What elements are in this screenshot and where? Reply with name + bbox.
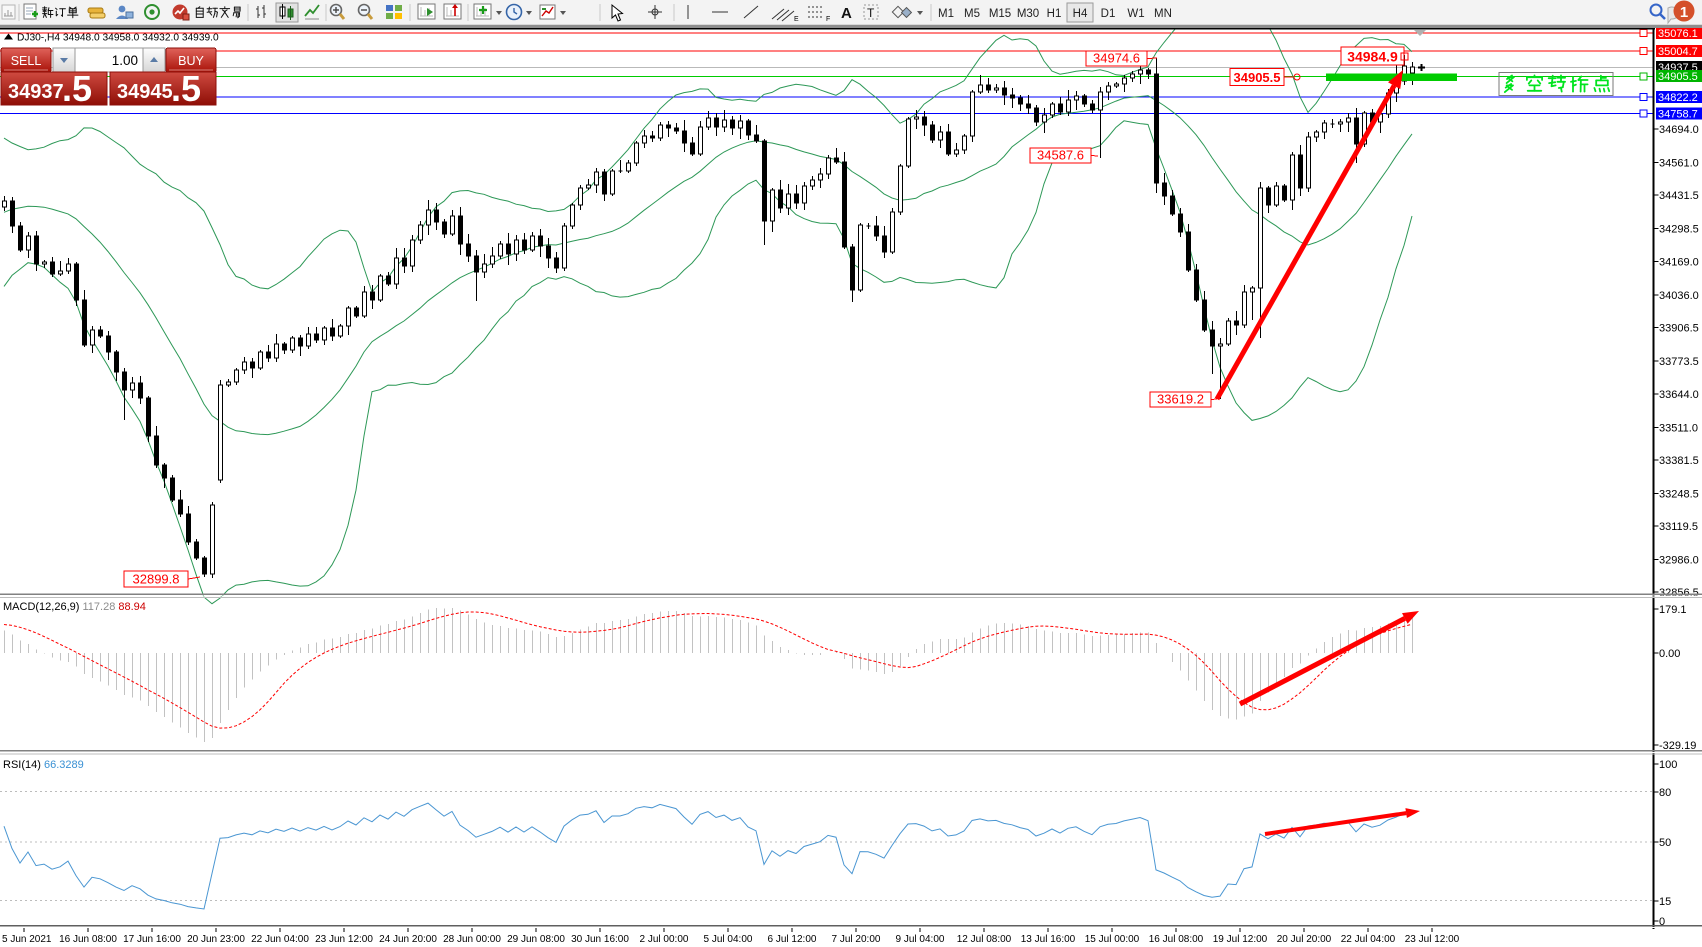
svg-text:17 Jun 16:00: 17 Jun 16:00 bbox=[123, 934, 181, 945]
svg-text:H4: H4 bbox=[1073, 8, 1088, 20]
svg-text:22 Jun 04:00: 22 Jun 04:00 bbox=[251, 934, 309, 945]
svg-text:23 Jun 12:00: 23 Jun 12:00 bbox=[315, 934, 373, 945]
svg-text:34036.0: 34036.0 bbox=[1659, 290, 1699, 302]
svg-text:.5: .5 bbox=[62, 68, 92, 109]
svg-text:15: 15 bbox=[1659, 896, 1671, 908]
svg-text:M30: M30 bbox=[1017, 8, 1039, 20]
svg-text:13 Jul 16:00: 13 Jul 16:00 bbox=[1021, 934, 1076, 945]
svg-text:19 Jul 12:00: 19 Jul 12:00 bbox=[1213, 934, 1268, 945]
svg-text:22 Jul 04:00: 22 Jul 04:00 bbox=[1341, 934, 1396, 945]
svg-text:80: 80 bbox=[1659, 787, 1671, 799]
svg-text:34984.9: 34984.9 bbox=[1347, 49, 1398, 65]
svg-text:33248.5: 33248.5 bbox=[1659, 488, 1699, 500]
svg-text:2 Jul 00:00: 2 Jul 00:00 bbox=[640, 934, 689, 945]
svg-text:23 Jul 12:00: 23 Jul 12:00 bbox=[1405, 934, 1460, 945]
svg-text:34694.0: 34694.0 bbox=[1659, 124, 1699, 136]
svg-text:D1: D1 bbox=[1101, 8, 1116, 20]
svg-text:M15: M15 bbox=[989, 8, 1011, 20]
svg-text:5 Jun 2021: 5 Jun 2021 bbox=[2, 934, 52, 945]
svg-text:-329.19: -329.19 bbox=[1659, 740, 1696, 752]
svg-text:RSI(14) 66.3289: RSI(14) 66.3289 bbox=[3, 759, 84, 771]
svg-text:34561.0: 34561.0 bbox=[1659, 158, 1699, 170]
svg-text:34169.0: 34169.0 bbox=[1659, 256, 1699, 268]
svg-text:35004.7: 35004.7 bbox=[1658, 46, 1698, 58]
svg-text:28 Jun 00:00: 28 Jun 00:00 bbox=[443, 934, 501, 945]
svg-text:1.00: 1.00 bbox=[112, 53, 138, 68]
svg-text:DJ30-,H4 34948.0 34958.0 3493: DJ30-,H4 34948.0 34958.0 34932.0 34939.0 bbox=[17, 33, 219, 44]
svg-text:H1: H1 bbox=[1047, 8, 1062, 20]
svg-text:9 Jul 04:00: 9 Jul 04:00 bbox=[896, 934, 945, 945]
svg-text:32899.8: 32899.8 bbox=[133, 572, 180, 587]
svg-text:7 Jul 20:00: 7 Jul 20:00 bbox=[832, 934, 881, 945]
svg-text:.5: .5 bbox=[171, 68, 201, 109]
svg-text:SELL: SELL bbox=[11, 54, 42, 68]
svg-text:32986.0: 32986.0 bbox=[1659, 555, 1699, 567]
svg-text:34905.5: 34905.5 bbox=[1234, 70, 1281, 85]
svg-text:20 Jun 23:00: 20 Jun 23:00 bbox=[187, 934, 245, 945]
svg-text:33381.5: 33381.5 bbox=[1659, 455, 1699, 467]
svg-text:16 Jun 08:00: 16 Jun 08:00 bbox=[59, 934, 117, 945]
svg-text:W1: W1 bbox=[1127, 8, 1144, 20]
svg-text:33119.5: 33119.5 bbox=[1659, 521, 1698, 533]
svg-text:33773.5: 33773.5 bbox=[1659, 356, 1699, 368]
svg-text:179.1: 179.1 bbox=[1659, 604, 1687, 616]
svg-text:A: A bbox=[841, 5, 852, 22]
svg-text:24 Jun 20:00: 24 Jun 20:00 bbox=[379, 934, 437, 945]
svg-text:15 Jul 00:00: 15 Jul 00:00 bbox=[1085, 934, 1140, 945]
svg-text:6 Jul 12:00: 6 Jul 12:00 bbox=[768, 934, 817, 945]
svg-text:16 Jul 08:00: 16 Jul 08:00 bbox=[1149, 934, 1204, 945]
svg-text:34945: 34945 bbox=[117, 81, 173, 103]
svg-text:34974.6: 34974.6 bbox=[1093, 51, 1140, 66]
svg-text:MACD(12,26,9) 117.28 88.94: MACD(12,26,9) 117.28 88.94 bbox=[3, 601, 146, 613]
svg-text:33511.0: 33511.0 bbox=[1659, 422, 1698, 434]
svg-text:MN: MN bbox=[1154, 8, 1172, 20]
svg-text:34758.7: 34758.7 bbox=[1658, 109, 1698, 121]
svg-text:33619.2: 33619.2 bbox=[1157, 392, 1204, 407]
svg-text:34822.2: 34822.2 bbox=[1658, 92, 1698, 104]
svg-text:20 Jul 20:00: 20 Jul 20:00 bbox=[1277, 934, 1332, 945]
svg-text:0: 0 bbox=[1659, 916, 1665, 928]
svg-text:12 Jul 08:00: 12 Jul 08:00 bbox=[957, 934, 1012, 945]
svg-text:M5: M5 bbox=[964, 8, 980, 20]
svg-text:33906.5: 33906.5 bbox=[1659, 323, 1699, 335]
svg-text:34937: 34937 bbox=[8, 81, 64, 103]
svg-text:E: E bbox=[794, 16, 799, 23]
svg-text:M1: M1 bbox=[938, 8, 954, 20]
svg-text:34905.5: 34905.5 bbox=[1658, 71, 1698, 83]
svg-text:30 Jun 16:00: 30 Jun 16:00 bbox=[571, 934, 629, 945]
svg-text:1: 1 bbox=[1680, 4, 1688, 21]
svg-text:5 Jul 04:00: 5 Jul 04:00 bbox=[704, 934, 753, 945]
svg-text:29 Jun 08:00: 29 Jun 08:00 bbox=[507, 934, 565, 945]
svg-text:35076.1: 35076.1 bbox=[1658, 28, 1698, 40]
svg-text:34298.5: 34298.5 bbox=[1659, 224, 1699, 236]
svg-text:BUY: BUY bbox=[178, 54, 204, 68]
svg-text:0.00: 0.00 bbox=[1659, 648, 1680, 660]
svg-text:33644.0: 33644.0 bbox=[1659, 389, 1699, 401]
svg-text:100: 100 bbox=[1659, 759, 1677, 771]
svg-text:34431.5: 34431.5 bbox=[1659, 190, 1699, 202]
svg-text:34587.6: 34587.6 bbox=[1037, 148, 1084, 163]
svg-text:50: 50 bbox=[1659, 837, 1671, 849]
svg-text:T: T bbox=[867, 6, 875, 20]
svg-text:F: F bbox=[826, 16, 830, 23]
